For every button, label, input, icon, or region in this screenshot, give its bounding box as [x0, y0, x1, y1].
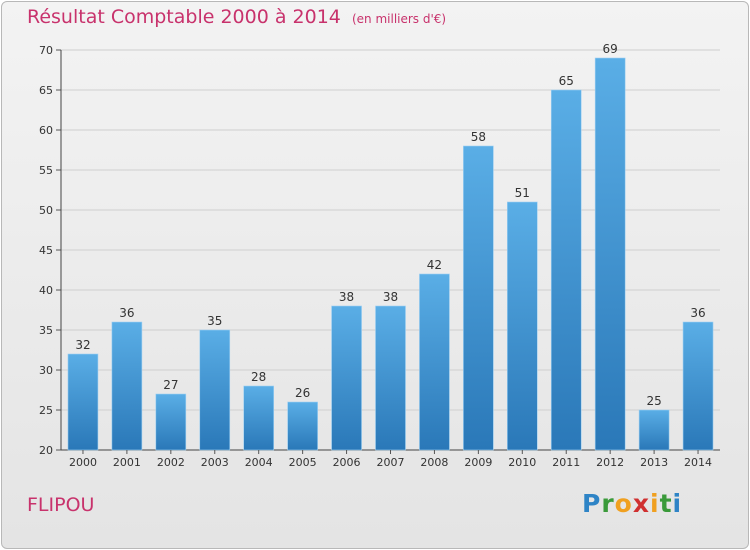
bar-value-label: 36	[690, 306, 705, 320]
x-tick-label: 2013	[640, 456, 668, 469]
bar	[243, 385, 274, 451]
y-tick-label: 25	[39, 404, 53, 417]
y-tick-label: 35	[39, 324, 53, 337]
logo-letter: P	[582, 489, 602, 518]
logo-letter: x	[632, 489, 650, 518]
bar-value-label: 69	[603, 42, 618, 56]
chart-title: Résultat Comptable 2000 à 2014	[27, 6, 341, 28]
proxiti-logo: Proxiti	[582, 489, 682, 518]
x-tick-label: 2009	[464, 456, 492, 469]
x-tick-label: 2014	[684, 456, 712, 469]
y-tick-label: 55	[39, 164, 53, 177]
bar-value-label: 58	[471, 130, 486, 144]
bar	[111, 321, 143, 451]
logo-letter: i	[650, 489, 660, 518]
bar-value-label: 38	[383, 290, 398, 304]
y-tick-label: 50	[39, 204, 53, 217]
bar	[287, 401, 318, 451]
y-tick-label: 65	[39, 84, 53, 97]
bar-value-label: 27	[163, 378, 178, 392]
chart-title-row: Résultat Comptable 2000 à 2014 (en milli…	[27, 6, 446, 28]
bar-value-label: 35	[207, 314, 222, 328]
bar	[375, 305, 406, 451]
x-tick-label: 2011	[552, 456, 580, 469]
bar	[682, 321, 714, 451]
x-tick-label: 2010	[508, 456, 536, 469]
bar-value-label: 26	[295, 386, 310, 400]
logo-letter: t	[659, 489, 673, 518]
y-tick-label: 45	[39, 244, 53, 257]
bar	[419, 273, 450, 451]
bar-value-label: 25	[646, 394, 661, 408]
bar	[331, 305, 362, 451]
logo-letter: i	[672, 489, 683, 518]
commune-name: FLIPOU	[27, 494, 95, 516]
x-tick-label: 2007	[377, 456, 405, 469]
y-tick-label: 40	[39, 284, 53, 297]
x-tick-label: 2000	[69, 456, 97, 469]
bar	[463, 145, 494, 451]
bar	[550, 89, 582, 451]
bar	[155, 393, 187, 451]
bar	[199, 329, 231, 451]
bar-value-label: 42	[427, 258, 442, 272]
y-tick-label: 60	[39, 124, 53, 137]
logo-letter: o	[614, 489, 633, 518]
x-tick-label: 2002	[157, 456, 185, 469]
x-tick-label: 2006	[333, 456, 361, 469]
x-tick-label: 2001	[113, 456, 141, 469]
x-tick-label: 2008	[420, 456, 448, 469]
x-tick-label: 2004	[245, 456, 273, 469]
x-tick-label: 2012	[596, 456, 624, 469]
y-tick-label: 70	[39, 44, 53, 57]
bar-value-label: 36	[119, 306, 134, 320]
bar	[67, 353, 99, 451]
x-tick-label: 2003	[201, 456, 229, 469]
y-tick-label: 20	[39, 444, 53, 457]
bar-value-label: 32	[75, 338, 90, 352]
bar	[506, 201, 538, 451]
x-tick-label: 2005	[289, 456, 317, 469]
logo-letter: r	[601, 489, 615, 518]
bar-value-label: 65	[559, 74, 574, 88]
chart-subtitle: (en milliers d'€)	[351, 12, 447, 26]
y-tick-label: 30	[39, 364, 53, 377]
bar-value-label: 28	[251, 370, 266, 384]
bar-value-label: 38	[339, 290, 354, 304]
bar	[594, 57, 626, 451]
bar-value-label: 51	[515, 186, 530, 200]
bar	[638, 409, 670, 451]
